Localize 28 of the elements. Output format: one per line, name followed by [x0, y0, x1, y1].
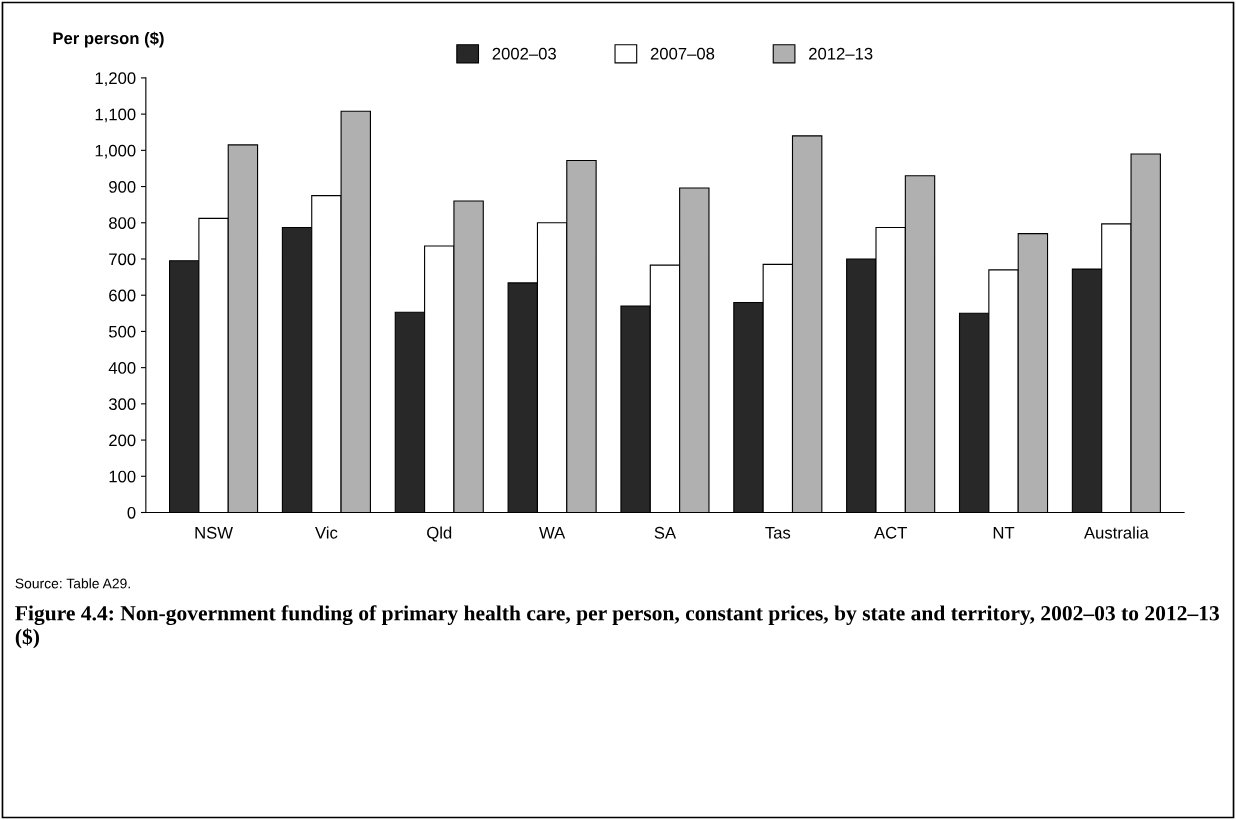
y-tick-label: 900	[109, 180, 136, 193]
x-tick-label: ACT	[874, 526, 907, 539]
y-tick-label: 1,000	[95, 144, 136, 159]
legend-label: 2012–13	[809, 47, 873, 60]
y-tick-label: 1,100	[95, 108, 136, 123]
legend-label: 2002–03	[492, 47, 556, 60]
x-tick-label: WA	[539, 527, 566, 539]
y-tick-label: 400	[108, 362, 136, 374]
y-axis-title: Per person ($)	[53, 31, 164, 48]
legend-label: 2007–08	[650, 47, 715, 60]
x-tick-label: Tas	[765, 527, 791, 539]
source-note: Source: Table A29.	[15, 578, 130, 589]
y-tick-label: 700	[109, 253, 136, 266]
x-tick-label: NT	[993, 527, 1015, 539]
x-tick-label: SA	[654, 526, 677, 539]
y-tick-label: 500	[108, 325, 136, 338]
text: Figure 4.4: Non-government funding of primary health care, per person, constant prices, by state and territory, 2002–03 to 2012–13 ($)	[15, 605, 1219, 649]
y-tick-label: 300	[108, 398, 136, 411]
x-tick-label: Australia	[1083, 526, 1149, 539]
y-tick-label: 200	[109, 434, 136, 447]
x-tick-label: Qld	[427, 526, 452, 542]
y-tick-label: 0	[127, 506, 136, 519]
x-tick-label: Vic	[315, 526, 338, 539]
y-tick-label: 600	[109, 289, 136, 302]
y-tick-label: 100	[109, 470, 136, 483]
y-tick-label: 800	[109, 217, 136, 229]
x-tick-label: NSW	[195, 526, 233, 539]
y-tick-label: 1,200	[95, 72, 136, 87]
